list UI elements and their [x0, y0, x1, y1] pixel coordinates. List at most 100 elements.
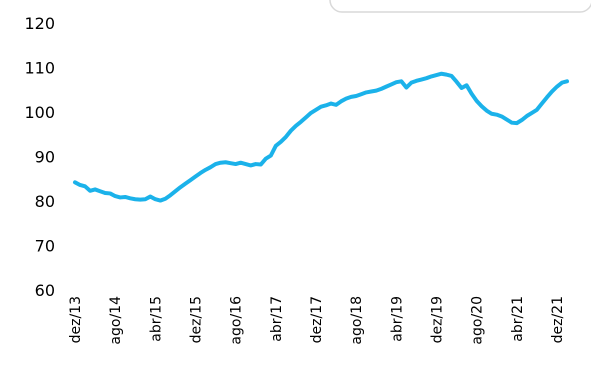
x-tick-label: abr/21 [510, 296, 526, 342]
data-point [430, 75, 433, 78]
data-point [475, 99, 478, 102]
data-point [269, 154, 272, 157]
data-point [340, 100, 343, 103]
y-tick-label: 120 [24, 14, 55, 33]
data-point [209, 166, 212, 169]
data-point [149, 195, 152, 198]
data-point [510, 121, 513, 124]
data-point [314, 108, 317, 111]
data-point [89, 189, 92, 192]
data-point [490, 112, 493, 115]
data-point [560, 81, 563, 84]
data-point [425, 77, 428, 80]
x-axis: dez/13 ago/14 abr/15 dez/15 ago/16 abr/17 dez/… [68, 296, 566, 345]
data-point [455, 80, 458, 83]
x-tick-label: ago/18 [349, 296, 365, 345]
data-point [194, 175, 197, 178]
data-point [174, 190, 177, 193]
data-point [219, 161, 222, 164]
y-tick-label: 100 [24, 103, 55, 122]
data-point [440, 72, 443, 75]
y-tick-label: 110 [24, 59, 55, 78]
data-point [525, 115, 528, 118]
data-point [375, 89, 378, 92]
data-point [470, 92, 473, 95]
data-point [184, 182, 187, 185]
data-point [480, 105, 483, 108]
data-point [530, 111, 533, 114]
data-point [500, 115, 503, 118]
data-point [320, 105, 323, 108]
data-point [154, 198, 157, 201]
data-point [264, 157, 267, 160]
data-point [164, 197, 167, 200]
x-tick-label: ago/14 [108, 296, 124, 345]
data-point [410, 81, 413, 84]
data-point [74, 181, 77, 184]
data-point [304, 116, 307, 119]
data-point [119, 196, 122, 199]
data-point [284, 135, 287, 138]
data-point [129, 197, 132, 200]
data-point [350, 95, 353, 98]
data-point [495, 113, 498, 116]
data-point [109, 192, 112, 195]
data-point [239, 161, 242, 164]
x-tick-label: dez/19 [429, 296, 445, 343]
data-point [365, 91, 368, 94]
data-point [99, 190, 102, 193]
data-point [134, 198, 137, 201]
data-point [79, 183, 82, 186]
data-point [294, 124, 297, 127]
data-point [124, 195, 127, 198]
data-point [169, 194, 172, 197]
data-point [545, 96, 548, 99]
x-tick-label: abr/17 [269, 296, 285, 342]
data-point [395, 81, 398, 84]
data-point [139, 198, 142, 201]
data-point [345, 97, 348, 100]
data-point [390, 83, 393, 86]
data-point [259, 163, 262, 166]
data-point [104, 191, 107, 194]
data-point [445, 73, 448, 76]
x-tick-label: ago/20 [470, 296, 486, 345]
data-point [244, 163, 247, 166]
data-point [520, 119, 523, 122]
data-point [485, 109, 488, 112]
x-tick-label: dez/13 [68, 296, 84, 343]
data-point [274, 144, 277, 147]
data-point [550, 90, 553, 93]
data-point [234, 163, 237, 166]
data-point [204, 168, 207, 171]
data-point [254, 163, 257, 166]
data-point [114, 195, 117, 198]
data-point [555, 85, 558, 88]
data-point [435, 74, 438, 77]
data-point [214, 163, 217, 166]
legend-box [329, 0, 591, 13]
series-layer [73, 71, 569, 203]
x-tick-label: abr/19 [389, 296, 405, 342]
data-point [144, 198, 147, 201]
data-point [94, 188, 97, 191]
series-line [73, 71, 569, 203]
data-point [515, 122, 518, 125]
y-tick-label: 90 [35, 148, 55, 167]
data-point [249, 164, 252, 167]
data-point [335, 103, 338, 106]
y-axis: 60 70 80 90 100 110 120 [24, 14, 55, 300]
data-point [405, 86, 408, 89]
x-tick-label: dez/17 [309, 296, 325, 343]
data-point [360, 93, 363, 96]
data-point [159, 199, 162, 202]
data-point [400, 80, 403, 83]
data-point [415, 79, 418, 82]
data-point [380, 87, 383, 90]
x-tick-label: ago/16 [229, 296, 245, 345]
x-tick-label: abr/15 [148, 296, 164, 342]
data-point [460, 86, 463, 89]
data-point [299, 120, 302, 123]
data-point [535, 108, 538, 111]
